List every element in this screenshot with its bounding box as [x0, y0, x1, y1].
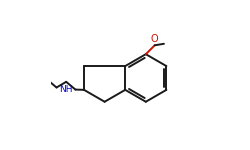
Text: NH: NH: [59, 85, 73, 94]
Text: O: O: [151, 34, 158, 44]
